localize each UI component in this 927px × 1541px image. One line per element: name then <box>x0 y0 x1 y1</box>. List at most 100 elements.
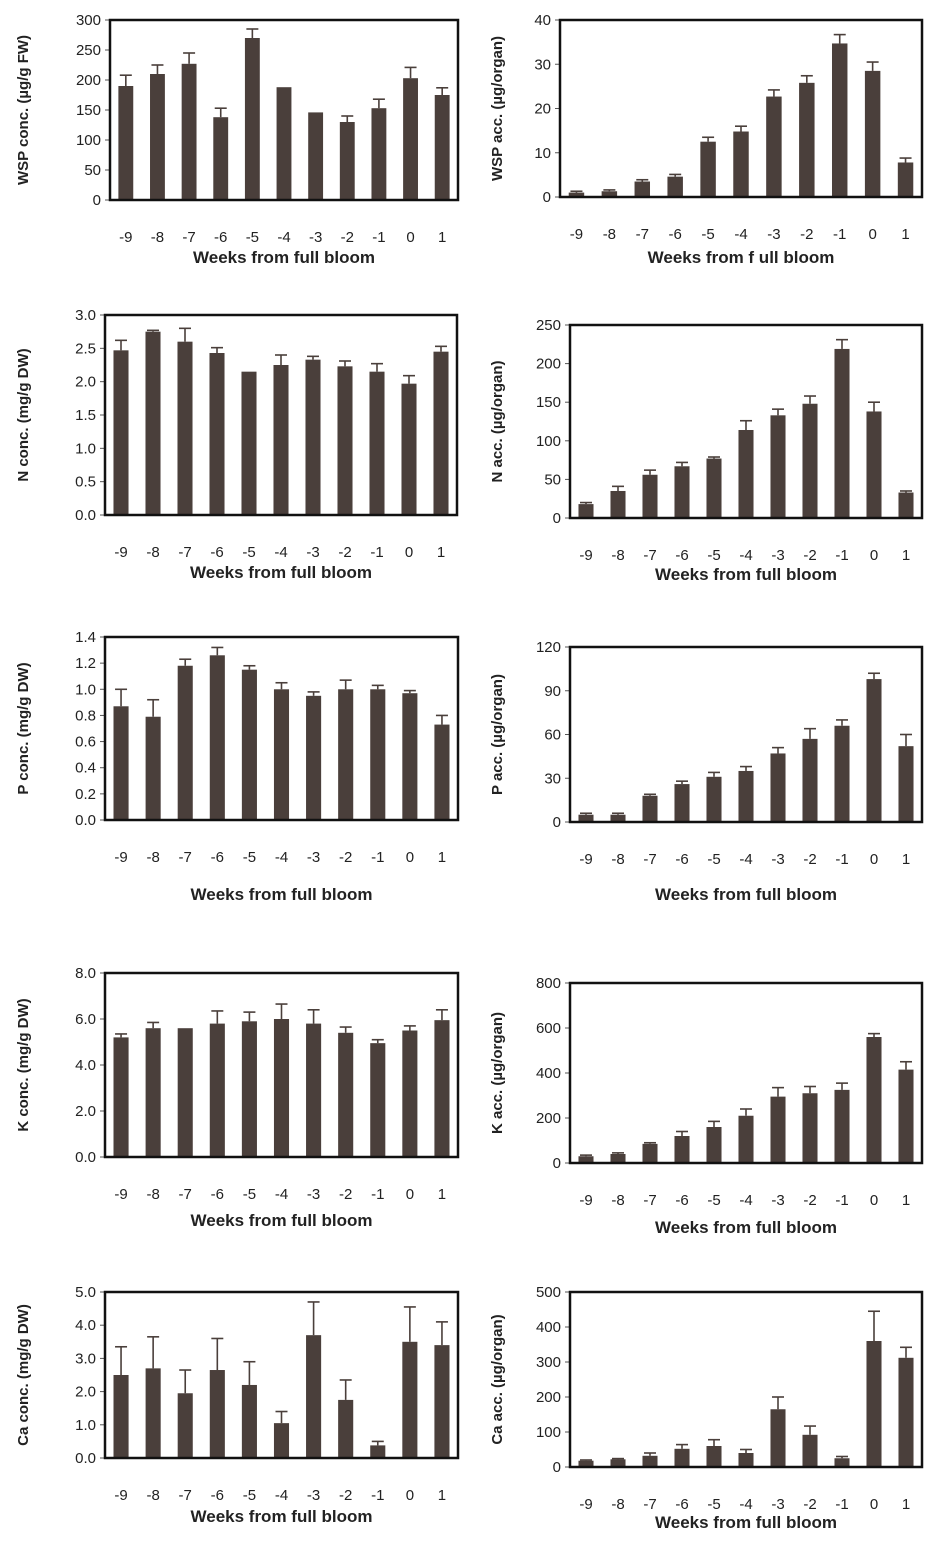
x-tick-label: 1 <box>438 1487 446 1504</box>
bar--4 <box>273 365 289 515</box>
x-tick-label: -3 <box>771 851 784 868</box>
y-tick-label: 0 <box>553 510 561 527</box>
bar--7 <box>642 1143 658 1163</box>
x-tick-label: -2 <box>339 1186 352 1203</box>
x-tick-label: -5 <box>707 1192 720 1209</box>
bar--2 <box>338 1032 354 1157</box>
x-axis-label: Weeks from full bloom <box>655 1513 837 1532</box>
bar-0 <box>864 70 881 197</box>
bar--2 <box>802 1434 818 1467</box>
x-tick-label: 1 <box>438 1186 446 1203</box>
bar--7 <box>642 1455 658 1467</box>
x-tick-label: -7 <box>636 226 649 243</box>
bar--6 <box>674 784 690 822</box>
y-tick-label: 50 <box>544 471 561 488</box>
x-tick-label: -6 <box>210 544 223 561</box>
bar--3 <box>770 753 786 822</box>
y-tick-label: 0.8 <box>75 707 96 724</box>
bar--4 <box>273 1423 290 1458</box>
x-tick-label: -4 <box>277 229 290 246</box>
y-tick-label: 1.4 <box>75 629 96 646</box>
bar-1 <box>433 351 449 515</box>
bar--1 <box>370 1043 386 1157</box>
bar-0 <box>401 383 417 515</box>
y-tick-label: 200 <box>536 1110 561 1127</box>
x-tick-label: -7 <box>179 1186 192 1203</box>
plot-frame <box>568 323 924 520</box>
y-axis-label: P acc. (µg/organ) <box>489 674 506 795</box>
x-axis-label: Weeks from full bloom <box>655 565 837 584</box>
bar--8 <box>145 331 161 515</box>
bar--3 <box>308 112 324 200</box>
x-tick-label: 0 <box>406 849 414 866</box>
y-tick-label: 5.0 <box>75 1284 96 1301</box>
y-tick-label: 200 <box>536 1389 561 1406</box>
x-tick-label: -5 <box>701 226 714 243</box>
bar--9 <box>568 192 585 197</box>
chart-panel-3: 0.0 0.5 1.0 1.5 2.0 2.5 3.0 -9 -8 -7 -6 -5 -4 -3 -2 -1 0… <box>15 307 459 582</box>
x-tick-label: 0 <box>406 229 414 246</box>
y-tick-label: 50 <box>84 162 101 179</box>
bar--7 <box>181 63 197 200</box>
bar-0 <box>402 693 418 820</box>
x-tick-label: -9 <box>114 1186 127 1203</box>
y-tick-label: 6.0 <box>75 1011 96 1028</box>
bar--6 <box>674 1136 690 1163</box>
bar--3 <box>770 1409 786 1467</box>
bar--5 <box>244 38 260 200</box>
x-axis-label: Weeks from full bloom <box>191 1507 373 1526</box>
x-tick-label: -8 <box>146 544 159 561</box>
x-tick-label: -9 <box>119 229 132 246</box>
x-tick-label: -9 <box>579 851 592 868</box>
y-tick-label: 1.0 <box>75 1417 96 1434</box>
bar--9 <box>118 86 134 200</box>
bar--9 <box>578 504 594 518</box>
bar--2 <box>338 689 354 820</box>
x-tick-label: 0 <box>406 1487 414 1504</box>
plot-frame <box>103 313 459 517</box>
bar-1 <box>898 492 914 518</box>
bar--2 <box>802 403 818 518</box>
x-tick-label: -3 <box>307 1487 320 1504</box>
x-tick-label: -3 <box>771 1496 784 1513</box>
plot-frame <box>103 635 460 822</box>
bar--6 <box>213 117 229 200</box>
x-tick-label: -6 <box>211 1186 224 1203</box>
x-axis-label: Weeks from full bloom <box>191 1211 373 1230</box>
bar--5 <box>241 371 257 515</box>
x-tick-label: -8 <box>611 851 624 868</box>
bar--7 <box>177 1393 193 1458</box>
y-tick-label: 90 <box>544 683 561 700</box>
bar--8 <box>145 1028 161 1157</box>
y-axis-label: N acc. (µg/organ) <box>489 361 506 483</box>
y-tick-label: 0.2 <box>75 786 96 803</box>
y-tick-label: 250 <box>76 42 101 59</box>
bar--5 <box>706 776 722 822</box>
y-axis-label: WSP conc. (µg/g FW) <box>15 35 32 185</box>
bar--1 <box>371 108 387 200</box>
x-tick-label: -5 <box>243 1186 256 1203</box>
x-tick-label: -8 <box>611 1496 624 1513</box>
bar--4 <box>738 429 754 518</box>
y-tick-label: 4.0 <box>75 1317 96 1334</box>
x-tick-label: -1 <box>371 1186 384 1203</box>
x-tick-label: 1 <box>438 849 446 866</box>
x-tick-label: -5 <box>707 547 720 564</box>
plot-frame <box>108 18 460 202</box>
x-tick-label: -8 <box>611 1192 624 1209</box>
x-tick-label: -7 <box>643 1496 656 1513</box>
plot-frame <box>568 1290 924 1469</box>
x-tick-label: -6 <box>211 1487 224 1504</box>
x-tick-label: -4 <box>734 226 747 243</box>
bar--1 <box>370 1445 386 1458</box>
y-axis-label: K acc. (µg/organ) <box>489 1012 506 1134</box>
x-tick-label: -5 <box>707 1496 720 1513</box>
y-tick-label: 0.6 <box>75 734 96 751</box>
x-tick-label: -5 <box>242 544 255 561</box>
x-tick-label: -8 <box>611 547 624 564</box>
bar--4 <box>733 131 749 197</box>
x-tick-label: -1 <box>372 229 385 246</box>
x-tick-label: -2 <box>338 544 351 561</box>
x-tick-label: -4 <box>275 1487 288 1504</box>
bar--5 <box>241 669 257 820</box>
